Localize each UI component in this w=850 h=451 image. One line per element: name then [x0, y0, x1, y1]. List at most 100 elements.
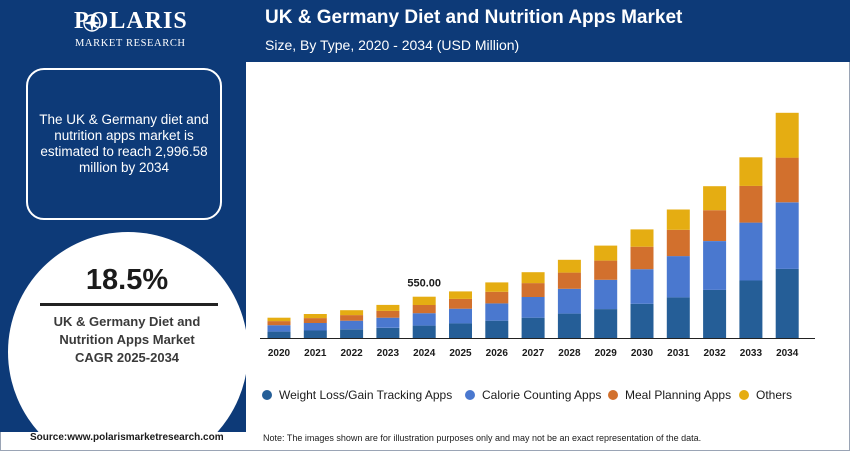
- legend-item-others: Others: [739, 388, 792, 402]
- chart-legend: Weight Loss/Gain Tracking Apps Calorie C…: [262, 388, 822, 406]
- chart-subtitle: Size, By Type, 2020 - 2034 (USD Million): [265, 37, 520, 53]
- bar-segment-2021-s2: [303, 318, 327, 323]
- x-tick-label: 2023: [377, 348, 400, 359]
- bar-segment-2023-s3: [376, 304, 400, 311]
- bar-segment-2032-s2: [703, 210, 727, 241]
- bar-segment-2026-s1: [485, 303, 509, 321]
- x-tick-label: 2028: [558, 348, 581, 359]
- bar-segment-2025-s2: [449, 298, 472, 309]
- left-summary-panel: The UK & Germany diet and nutrition apps…: [0, 62, 246, 432]
- bar-segment-2022-s1: [340, 320, 364, 330]
- bar-segment-2033-s0: [739, 280, 763, 338]
- header-bar: POLARIS MARKET RESEARCH UK & Germany Die…: [0, 0, 850, 62]
- bar-segment-2026-s2: [485, 291, 509, 304]
- bar-segment-2034-s2: [775, 157, 799, 203]
- bar-segment-2024-s3: [412, 296, 436, 305]
- bar-segment-2024-s2: [412, 304, 436, 314]
- bar-segment-2029-s2: [594, 260, 618, 280]
- cagr-divider: [40, 303, 218, 306]
- bar-segment-2033-s3: [739, 157, 763, 186]
- bar-segment-2030-s0: [630, 303, 654, 338]
- x-tick-label: 2027: [522, 348, 545, 359]
- x-tick-label: 2020: [268, 348, 291, 359]
- legend-label: Meal Planning Apps: [625, 388, 732, 402]
- bar-segment-2021-s3: [303, 314, 327, 319]
- market-estimate-box: The UK & Germany diet and nutrition apps…: [26, 68, 222, 220]
- bar-segment-2027-s3: [521, 272, 545, 284]
- compass-star-icon: [83, 14, 101, 32]
- bar-segment-2027-s1: [521, 297, 545, 318]
- legend-label: Weight Loss/Gain Tracking Apps: [279, 388, 453, 402]
- bar-segment-2034-s0: [775, 268, 799, 338]
- bar-segment-2031-s1: [666, 256, 690, 298]
- bar-segment-2028-s3: [557, 259, 581, 273]
- data-label-2024: 550.00: [407, 278, 441, 290]
- bar-segment-2025-s3: [449, 291, 472, 299]
- bar-segment-2023-s0: [376, 327, 400, 338]
- bar-segment-2032-s3: [703, 186, 727, 211]
- legend-dot: [262, 390, 272, 400]
- market-estimate-text: The UK & Germany diet and nutrition apps…: [39, 112, 209, 175]
- legend-item-weight-loss: Weight Loss/Gain Tracking Apps: [262, 388, 452, 402]
- bar-segment-2031-s2: [666, 229, 690, 257]
- bar-segment-2026-s0: [485, 320, 509, 338]
- legend-dot: [608, 390, 618, 400]
- bar-segment-2033-s1: [739, 222, 763, 281]
- bar-segment-2028-s1: [557, 288, 581, 314]
- bar-segment-2025-s1: [449, 308, 472, 324]
- cagr-label-line2: Nutrition Apps Market: [59, 332, 195, 347]
- bar-segment-2030-s3: [630, 229, 654, 247]
- source-text: Source:www.polarismarketresearch.com: [30, 432, 224, 443]
- bar-segment-2028-s2: [557, 272, 581, 289]
- bar-segment-2026-s3: [485, 282, 509, 292]
- logo-subtitle: MARKET RESEARCH: [75, 38, 186, 49]
- bar-segment-2020-s1: [267, 325, 291, 332]
- bar-segment-2027-s2: [521, 283, 545, 297]
- x-tick-label: 2031: [667, 348, 690, 359]
- x-tick-label: 2030: [631, 348, 654, 359]
- legend-item-calorie-counting: Calorie Counting Apps: [465, 388, 601, 402]
- disclaimer-note: Note: The images shown are for illustrat…: [263, 433, 702, 443]
- bar-segment-2022-s3: [340, 310, 364, 316]
- bar-segment-2029-s1: [594, 279, 618, 310]
- bar-segment-2030-s2: [630, 246, 654, 270]
- footer: Source:www.polarismarketresearch.com Not…: [0, 432, 850, 451]
- x-tick-label: 2024: [413, 348, 436, 359]
- cagr-label: UK & Germany Diet and Nutrition Apps Mar…: [18, 313, 236, 367]
- x-tick-label: 2034: [776, 348, 799, 359]
- cagr-label-line3: CAGR 2025-2034: [74, 350, 180, 365]
- bar-segment-2022-s0: [340, 329, 364, 338]
- bar-segment-2024-s0: [412, 325, 436, 338]
- legend-label: Others: [756, 388, 793, 402]
- bar-segment-2020-s3: [267, 317, 291, 322]
- bar-segment-2027-s0: [521, 317, 545, 338]
- bar-segment-2023-s1: [376, 317, 400, 328]
- chart-title: UK & Germany Diet and Nutrition Apps Mar…: [265, 7, 683, 28]
- x-tick-label: 2022: [340, 348, 363, 359]
- bar-segment-2031-s3: [666, 209, 690, 230]
- cagr-value: 18.5%: [85, 264, 169, 296]
- bar-segment-2021-s1: [303, 323, 327, 331]
- x-tick-label: 2032: [703, 348, 726, 359]
- bar-segment-2024-s1: [412, 313, 436, 326]
- bar-segment-2034-s1: [775, 202, 799, 269]
- bar-segment-2021-s0: [303, 330, 327, 338]
- x-tick-label: 2033: [740, 348, 763, 359]
- bar-segment-2022-s2: [340, 315, 364, 321]
- bar-segment-2028-s0: [557, 313, 581, 338]
- bar-segment-2032-s1: [703, 241, 727, 290]
- legend-item-meal-planning: Meal Planning Apps: [608, 388, 731, 402]
- legend-dot: [739, 390, 749, 400]
- chart-area: 2020 2021 2022 2023 2024 550.00 2025 2026 2027 20…: [250, 62, 846, 388]
- bar-segment-2020-s0: [267, 331, 291, 338]
- bar-segment-2029-s3: [594, 245, 618, 261]
- bar-segment-2025-s0: [449, 323, 472, 338]
- bar-segment-2029-s0: [594, 309, 618, 338]
- bar-segment-2031-s0: [666, 297, 690, 338]
- legend-dot: [465, 390, 475, 400]
- bar-segment-2033-s2: [739, 185, 763, 223]
- cagr-label-line1: UK & Germany Diet and: [53, 314, 201, 329]
- x-tick-label: 2029: [595, 348, 618, 359]
- bar-segment-2023-s2: [376, 310, 400, 318]
- polaris-logo: POLARIS MARKET RESEARCH: [40, 8, 200, 56]
